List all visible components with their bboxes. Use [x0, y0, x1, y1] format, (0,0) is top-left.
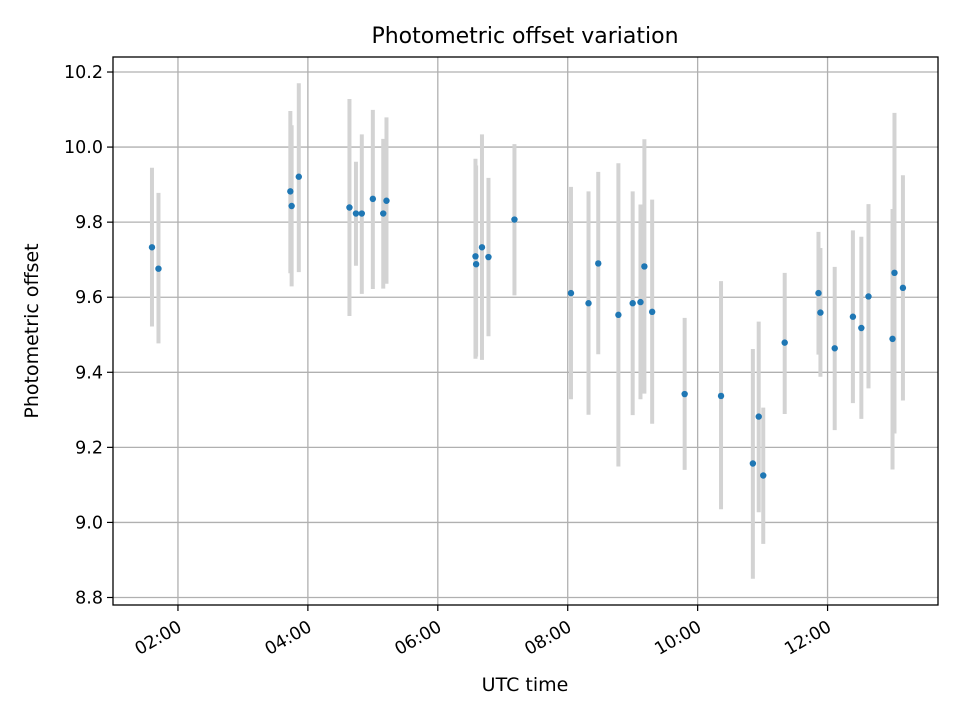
data-point	[585, 300, 592, 307]
y-tick-label: 10.2	[64, 63, 103, 83]
data-point	[472, 253, 479, 260]
data-point	[755, 413, 762, 420]
data-point	[485, 253, 492, 261]
data-point	[472, 260, 480, 268]
data-point	[815, 289, 822, 297]
data-point	[849, 313, 857, 320]
data-point	[831, 345, 838, 352]
data-point	[681, 390, 688, 398]
data-point	[891, 269, 898, 277]
data-point	[889, 335, 896, 343]
data-point	[760, 472, 767, 479]
data-point	[567, 289, 575, 297]
data-point	[637, 298, 644, 306]
plot-frame	[112, 56, 939, 606]
data-point	[641, 263, 648, 270]
data-point	[295, 173, 302, 180]
y-tick-label: 9.0	[75, 513, 103, 533]
data-point	[629, 300, 636, 307]
data-point	[899, 284, 907, 292]
data-point	[817, 309, 824, 316]
data-point	[352, 210, 360, 217]
y-tick-label: 9.2	[75, 438, 103, 458]
data-point	[858, 324, 865, 332]
chart-title: Photometric offset variation	[371, 24, 678, 49]
data-point	[380, 210, 387, 217]
data-point	[155, 265, 162, 272]
y-axis-ticks: 8.8 9.0 9.2 9.4 9.6 9.8 10.0 10.2	[64, 63, 113, 608]
data-point	[478, 244, 486, 251]
data-point	[287, 188, 294, 195]
data-point	[369, 195, 377, 203]
data-point	[148, 244, 156, 251]
y-tick-label: 9.8	[75, 213, 103, 233]
data-point	[595, 260, 602, 267]
data-point	[288, 202, 295, 210]
data-point	[781, 339, 788, 346]
data-point	[865, 293, 872, 300]
data-point	[383, 197, 390, 204]
data-points	[148, 173, 907, 479]
data-point	[648, 308, 656, 316]
y-tick-label: 8.8	[75, 588, 103, 608]
data-point	[717, 392, 725, 400]
y-tick-label: 10.0	[64, 138, 103, 158]
data-point	[511, 216, 518, 223]
x-axis-label: UTC time	[482, 674, 569, 696]
data-point	[615, 311, 622, 319]
data-point	[358, 210, 365, 217]
y-tick-label: 9.4	[75, 363, 103, 383]
data-point	[749, 460, 757, 467]
grid	[113, 57, 938, 605]
y-tick-label: 9.6	[75, 288, 103, 308]
y-axis-label: Photometric offset	[21, 243, 43, 418]
data-point	[346, 204, 353, 211]
